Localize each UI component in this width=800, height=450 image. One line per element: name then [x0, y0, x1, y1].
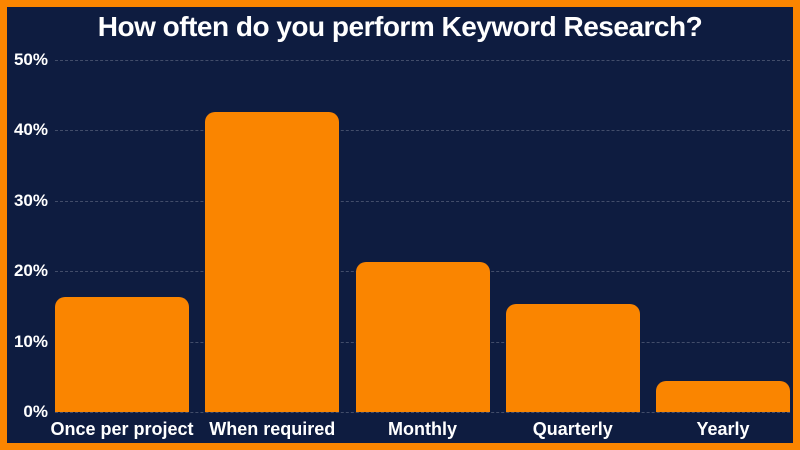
- gridline-50%: [55, 60, 790, 61]
- bar-yearly: [656, 381, 790, 412]
- x-tick-label-yearly: Yearly: [696, 419, 750, 439]
- y-tick-label-50%: 50%: [13, 50, 48, 69]
- bar-monthly: [355, 262, 490, 412]
- bar-quarterly: [505, 304, 640, 412]
- plot-area: [55, 60, 790, 413]
- gridline-30%: [55, 200, 790, 202]
- y-tick-label-10%: 10%: [13, 331, 48, 351]
- y-axis-labels: 0% 10% 20% 30% 40% 50%: [7, 51, 48, 421]
- x-tick-label-monthly: Monthly: [388, 419, 457, 439]
- gridline-0%: [55, 412, 790, 413]
- bar-when-required: [205, 112, 340, 412]
- y-tick-label-20%: 20%: [13, 261, 48, 281]
- chart-title: How often do you perform Keyword Researc…: [97, 11, 703, 42]
- bar-once-per-project: [55, 296, 189, 412]
- y-tick-label-40%: 40%: [13, 120, 48, 140]
- x-tick-label-once-per-project: Once per project: [50, 419, 194, 439]
- x-tick-label-quarterly: Quarterly: [532, 419, 613, 439]
- bars-layer: [55, 60, 790, 412]
- x-tick-label-when-required: When required: [209, 419, 336, 439]
- x-axis-labels: Once per project When required Monthly Quar…: [50, 419, 790, 440]
- y-tick-label-0%: 0%: [23, 402, 48, 421]
- y-tick-label-30%: 30%: [13, 190, 48, 210]
- gridline-40%: [55, 130, 790, 132]
